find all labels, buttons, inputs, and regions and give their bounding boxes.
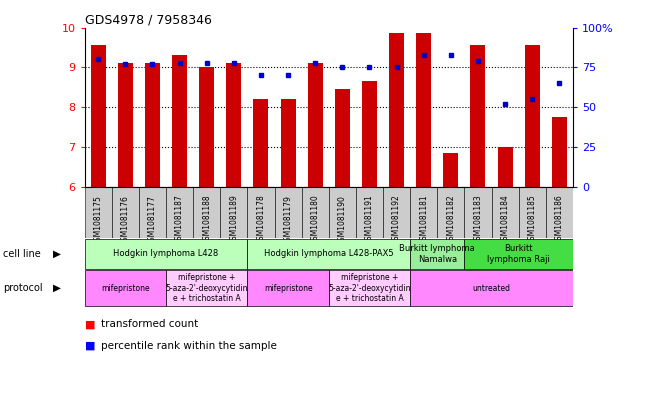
Bar	[247, 239, 410, 269]
Bar	[492, 187, 519, 238]
Bar	[247, 187, 275, 238]
Text: GSM1081181: GSM1081181	[419, 195, 428, 245]
Bar	[464, 187, 492, 238]
Bar	[112, 187, 139, 238]
Text: Burkitt
lymphoma Raji: Burkitt lymphoma Raji	[487, 244, 550, 264]
Bar	[389, 33, 404, 187]
Bar	[301, 187, 329, 238]
Text: GSM1081179: GSM1081179	[284, 195, 292, 246]
Text: ■: ■	[85, 319, 95, 329]
Bar	[199, 67, 214, 187]
Bar	[525, 46, 540, 187]
Bar	[362, 81, 377, 187]
Text: untreated: untreated	[473, 283, 510, 292]
Text: ▶: ▶	[53, 249, 61, 259]
Text: GSM1081191: GSM1081191	[365, 195, 374, 245]
Text: GSM1081176: GSM1081176	[121, 195, 130, 246]
Text: GSM1081183: GSM1081183	[473, 195, 482, 245]
Text: transformed count: transformed count	[101, 319, 198, 329]
Bar	[410, 187, 437, 238]
Bar	[383, 187, 410, 238]
Bar	[356, 187, 383, 238]
Text: GDS4978 / 7958346: GDS4978 / 7958346	[85, 13, 212, 26]
Bar	[166, 187, 193, 238]
Bar	[464, 239, 573, 269]
Bar	[220, 187, 247, 238]
Bar	[227, 63, 242, 187]
Text: GSM1081180: GSM1081180	[311, 195, 320, 245]
Text: GSM1081182: GSM1081182	[447, 195, 455, 245]
Text: mifepristone +
5-aza-2'-deoxycytidin
e + trichostatin A: mifepristone + 5-aza-2'-deoxycytidin e +…	[165, 273, 248, 303]
Bar	[118, 63, 133, 187]
Text: ▶: ▶	[53, 283, 61, 293]
Text: Hodgkin lymphoma L428: Hodgkin lymphoma L428	[113, 250, 219, 258]
Bar	[281, 99, 296, 187]
Bar	[193, 187, 220, 238]
Text: Hodgkin lymphoma L428-PAX5: Hodgkin lymphoma L428-PAX5	[264, 250, 394, 258]
Bar	[546, 187, 573, 238]
Bar	[85, 270, 166, 306]
Bar	[552, 117, 567, 187]
Bar	[329, 187, 356, 238]
Text: Burkitt lymphoma
Namalwa: Burkitt lymphoma Namalwa	[399, 244, 475, 264]
Text: GSM1081175: GSM1081175	[94, 195, 103, 246]
Bar	[145, 63, 160, 187]
Text: mifepristone: mifepristone	[264, 283, 312, 292]
Text: GSM1081190: GSM1081190	[338, 195, 347, 246]
Bar	[416, 33, 431, 187]
Bar	[471, 46, 486, 187]
Text: GSM1081184: GSM1081184	[501, 195, 510, 245]
Bar	[253, 99, 268, 187]
Bar	[497, 147, 512, 187]
Text: ■: ■	[85, 341, 95, 351]
Text: cell line: cell line	[3, 249, 41, 259]
Bar	[519, 187, 546, 238]
Text: GSM1081177: GSM1081177	[148, 195, 157, 246]
Text: GSM1081188: GSM1081188	[202, 195, 211, 245]
Text: GSM1081189: GSM1081189	[229, 195, 238, 245]
Bar	[335, 89, 350, 187]
Text: GSM1081187: GSM1081187	[175, 195, 184, 245]
Bar	[410, 270, 573, 306]
Text: percentile rank within the sample: percentile rank within the sample	[101, 341, 277, 351]
Bar	[329, 270, 410, 306]
Text: GSM1081186: GSM1081186	[555, 195, 564, 245]
Text: GSM1081192: GSM1081192	[392, 195, 401, 245]
Bar	[308, 63, 323, 187]
Text: protocol: protocol	[3, 283, 43, 293]
Text: GSM1081185: GSM1081185	[528, 195, 536, 245]
Bar	[437, 187, 464, 238]
Bar	[443, 153, 458, 187]
Bar	[166, 270, 247, 306]
Bar	[139, 187, 166, 238]
Bar	[247, 270, 329, 306]
Text: GSM1081178: GSM1081178	[256, 195, 266, 245]
Bar	[172, 55, 187, 187]
Bar	[410, 239, 464, 269]
Text: mifepristone +
5-aza-2'-deoxycytidin
e + trichostatin A: mifepristone + 5-aza-2'-deoxycytidin e +…	[328, 273, 411, 303]
Bar	[275, 187, 301, 238]
Bar	[85, 187, 112, 238]
Text: mifepristone: mifepristone	[101, 283, 150, 292]
Bar	[85, 239, 247, 269]
Bar	[90, 46, 105, 187]
